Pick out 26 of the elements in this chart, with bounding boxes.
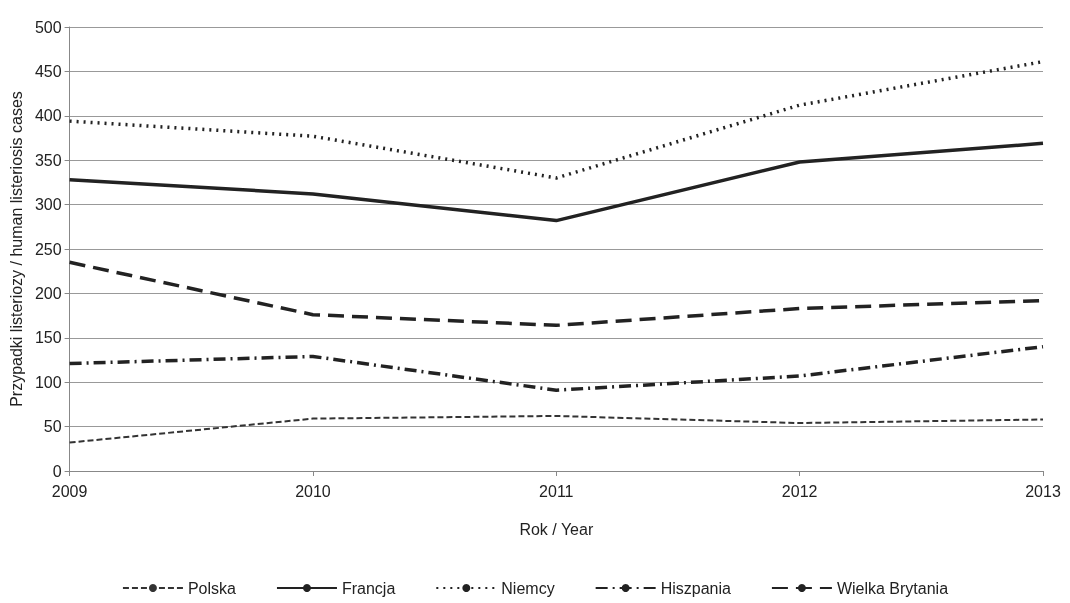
y-tick-label: 200	[34, 284, 62, 302]
line-series	[68, 414, 1044, 444]
legend-label: Wielka Brytania	[836, 579, 949, 597]
y-tick-label: 400	[34, 107, 62, 125]
x-tick-label: 2011	[539, 482, 574, 500]
y-axis-title: Przypadki listeriozy / human listeriosis cases	[7, 91, 25, 407]
legend-label: Francja	[341, 579, 396, 597]
y-tick-label: 350	[34, 151, 62, 169]
x-tick-label: 2013	[1025, 482, 1061, 500]
y-tick-label: 250	[34, 240, 62, 258]
legend-label: Hiszpania	[660, 579, 732, 597]
y-tick-label: 450	[34, 62, 62, 80]
x-tick-label: 2010	[295, 482, 331, 500]
legend-label: Polska	[187, 579, 237, 597]
y-tick-label: 50	[43, 418, 62, 436]
line-series	[67, 344, 1045, 392]
x-tick-label: 2012	[781, 482, 818, 500]
x-axis-title: Rok / Year	[519, 520, 594, 538]
y-tick-label: 0	[52, 462, 62, 480]
x-tick-label: 2009	[51, 482, 88, 500]
y-tick-label: 500	[34, 18, 62, 36]
legend-label: Niemcy	[501, 579, 555, 597]
y-tick-label: 100	[34, 373, 62, 391]
y-tick-label: 150	[34, 329, 62, 347]
line-series	[67, 141, 1045, 223]
y-tick-label: 300	[34, 196, 62, 214]
